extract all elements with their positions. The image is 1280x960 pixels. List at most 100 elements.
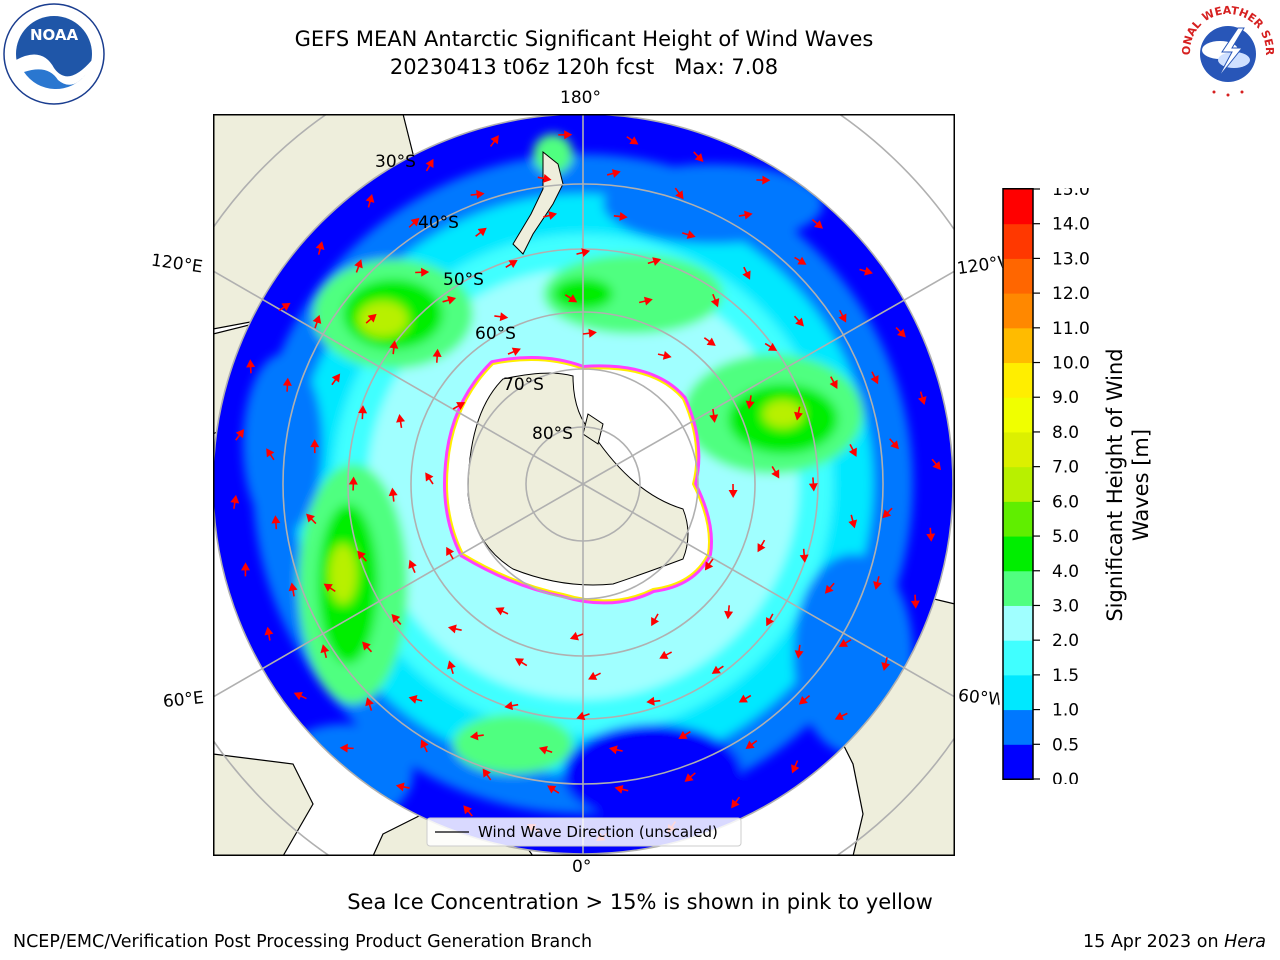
wave-arrow-head <box>306 513 315 523</box>
colorbar-tick-label: 13.0 <box>1052 249 1090 269</box>
wave-arrow-head <box>447 295 457 305</box>
wave-arrow-head <box>357 550 366 560</box>
wave-arrow-head <box>312 314 322 324</box>
wave-arrow-head <box>421 267 430 277</box>
wave-arrow-head <box>348 476 358 485</box>
wave-arrow-head <box>568 294 578 303</box>
wave-arrow-head <box>731 799 740 809</box>
wave-arrow-head <box>281 302 291 312</box>
wave-arrow-head <box>745 740 755 750</box>
wave-arrow-head <box>710 298 720 308</box>
wave-arrow-head <box>542 174 552 183</box>
wave-arrow-head <box>742 270 751 280</box>
colorbar-swatch <box>1003 536 1033 572</box>
wave-arrow-head <box>548 211 558 220</box>
wave-arrow-head <box>678 731 688 740</box>
colorbar-tick-label: 4.0 <box>1052 562 1079 582</box>
wave-arrow-head <box>420 739 429 749</box>
colorbar-tick-label: 1.0 <box>1052 701 1079 721</box>
meridian-label-180: 180° <box>560 88 601 108</box>
colorbar-tick-label: 5.0 <box>1052 527 1079 547</box>
wave-arrow-head <box>608 745 618 755</box>
lat-label-50s: 50°S <box>443 270 484 290</box>
wave-arrow-head <box>446 546 455 556</box>
forecast-time: 20230413 t06z 120h fcst <box>389 55 655 79</box>
meridian-label-60e: 60°E <box>162 687 205 713</box>
wave-arrow-head <box>425 158 434 168</box>
wave-arrow-head <box>463 805 472 815</box>
wave-arrow-head <box>569 631 579 641</box>
colorbar-label: Significant Height of Wind Waves [m] <box>1103 348 1153 622</box>
wave-arrow-head <box>834 711 844 721</box>
wave-arrow-head <box>794 411 803 421</box>
wave-arrow-head <box>651 616 660 627</box>
wave-arrow-head <box>797 256 807 265</box>
colorbar-swatch <box>1003 640 1033 676</box>
wave-arrow-head <box>469 731 479 741</box>
wave-arrow-head <box>482 768 491 778</box>
wave-arrow-head <box>288 582 298 592</box>
chart-subtitle: 20230413 t06z 120h fcst Max: 7.08 <box>0 55 1168 79</box>
wave-arrow-head <box>771 469 780 479</box>
meridian-label-120e: 120°E <box>149 250 204 278</box>
wave-arrow-head <box>447 624 457 634</box>
wave-arrow-head <box>767 342 778 351</box>
wave-arrow-head <box>576 711 586 721</box>
wave-arrow-head <box>476 189 485 199</box>
wave-arrow-head <box>932 461 941 471</box>
colorbar-swatch <box>1003 570 1033 606</box>
wave-arrow-head <box>808 483 818 492</box>
wave-arrow-head <box>744 210 753 220</box>
wave-arrow-head <box>686 230 696 239</box>
sea-ice-note: Sea Ice Concentration > 15% is shown in … <box>347 890 933 914</box>
wave-arrow-head <box>240 562 250 571</box>
wave-arrow-head <box>824 584 834 594</box>
wave-arrow-head <box>310 439 320 448</box>
wave-arrow-head <box>323 583 333 592</box>
wave-arrow-head <box>619 211 628 221</box>
wave-arrow-head <box>757 543 766 553</box>
wave-arrow-head <box>926 533 936 542</box>
wave-arrow-head <box>643 296 653 306</box>
colorbar-swatch <box>1003 397 1033 433</box>
meridian-label-0: 0° <box>572 857 592 877</box>
wave-arrow-head <box>367 313 377 323</box>
wave-arrow-head <box>917 396 927 406</box>
colorbar-tick-label: 11.0 <box>1052 319 1090 339</box>
wave-arrow-head <box>235 428 245 439</box>
polar-map: Wind Wave Direction (unscaled) <box>213 114 955 856</box>
wave-arrow-head <box>829 379 838 389</box>
wave-arrow-head <box>564 130 573 140</box>
footer-organization: NCEP/EMC/Verification Post Processing Pr… <box>13 932 593 952</box>
wave-arrow-head <box>358 405 368 414</box>
wave-arrow-head <box>266 448 275 458</box>
wave-arrow-head <box>230 494 240 504</box>
wave-arrow-head <box>711 665 721 674</box>
wave-arrow-head <box>652 257 662 266</box>
wave-arrow-head <box>408 559 417 569</box>
colorbar-tick-label: 1.5 <box>1052 666 1079 686</box>
legend-label: Wind Wave Direction (unscaled) <box>478 823 718 841</box>
colorbar-tick-label: 2.0 <box>1052 631 1079 651</box>
wave-arrow-head <box>910 600 920 609</box>
wave-arrow-head <box>320 644 330 654</box>
wave-arrow-head <box>395 782 405 792</box>
colorbar: 0.0 0.5 1.0 1.5 2.0 3.0 4.0 5.0 6.0 7.0 8.0 9.0 10.0… <box>1002 188 1090 784</box>
wave-arrow-head <box>514 658 525 667</box>
wave-arrow-head <box>389 340 399 349</box>
wave-arrow-head <box>408 695 418 704</box>
colorbar-swatch <box>1003 223 1033 259</box>
wave-arrow-head <box>791 764 800 774</box>
lat-label-30s: 30°S <box>375 152 416 172</box>
wave-arrow-head <box>798 695 808 705</box>
wave-arrow-head <box>881 662 891 671</box>
colorbar-swatch <box>1003 501 1033 537</box>
wave-arrow-head <box>795 317 804 327</box>
wave-arrow-head <box>838 313 847 323</box>
map-legend: Wind Wave Direction (unscaled) <box>426 817 742 847</box>
wave-arrow-head <box>293 691 303 701</box>
wave-arrow-head <box>410 217 420 227</box>
colorbar-swatch <box>1003 293 1033 329</box>
wave-arrow-head <box>246 359 256 368</box>
wave-arrow-head <box>882 509 892 519</box>
